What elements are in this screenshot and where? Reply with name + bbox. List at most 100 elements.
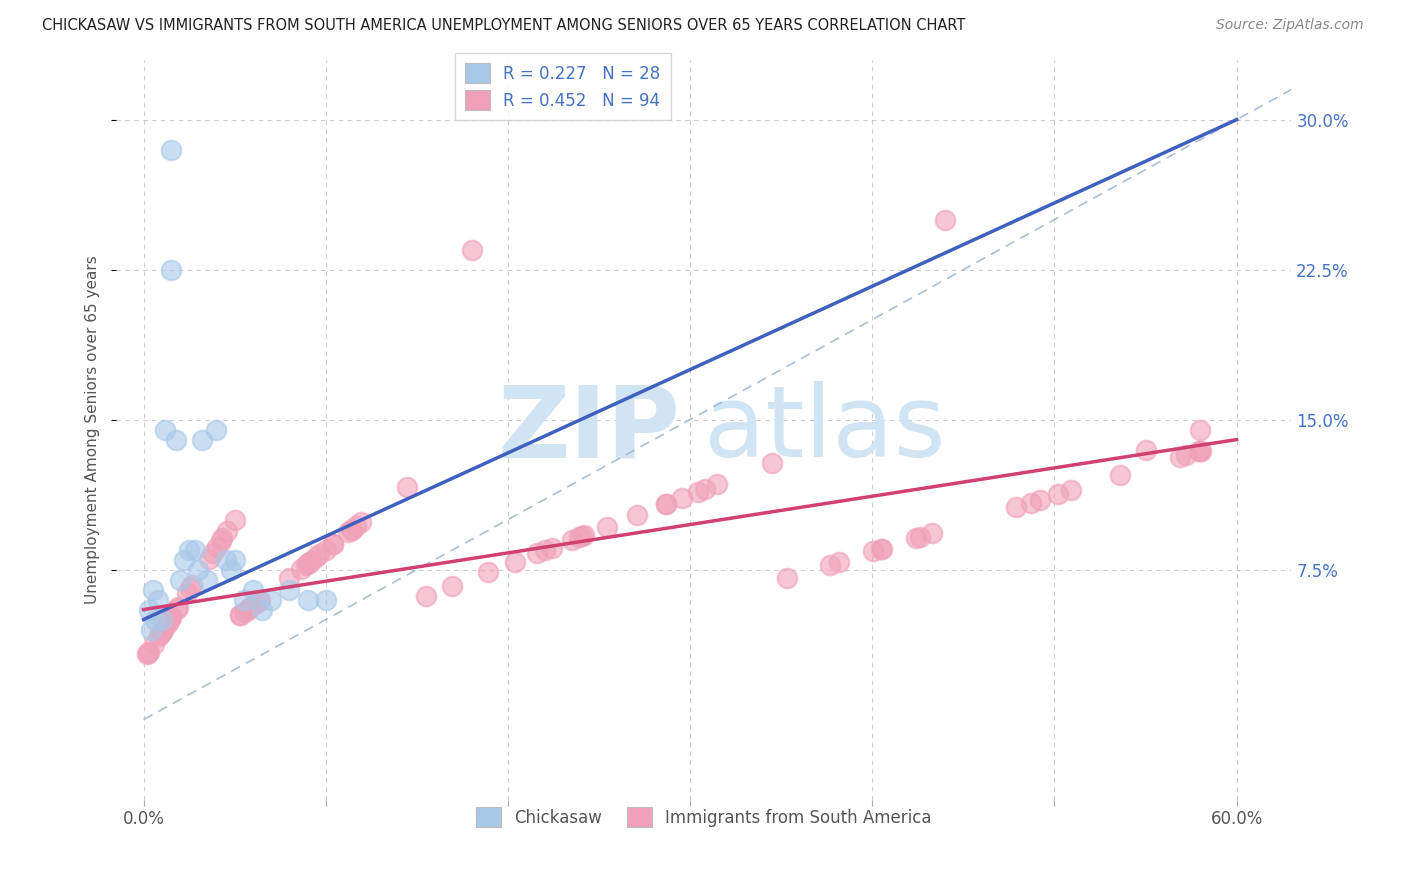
Point <box>166 602 188 616</box>
Point <box>477 565 499 579</box>
Point <box>149 627 172 641</box>
Point <box>150 624 173 639</box>
Point <box>176 586 198 600</box>
Point <box>138 602 160 616</box>
Point <box>238 601 260 615</box>
Point <box>155 423 177 437</box>
Point <box>195 573 218 587</box>
Point <box>337 525 360 540</box>
Point <box>160 262 183 277</box>
Point <box>138 645 160 659</box>
Point <box>671 491 693 505</box>
Point <box>862 544 884 558</box>
Point <box>1188 444 1211 458</box>
Point <box>322 537 344 551</box>
Point <box>776 571 799 585</box>
Point <box>136 647 159 661</box>
Point <box>595 519 617 533</box>
Point <box>139 623 162 637</box>
Point <box>305 550 328 565</box>
Point <box>173 552 195 566</box>
Point <box>142 637 165 651</box>
Point <box>1029 492 1052 507</box>
Point <box>415 589 437 603</box>
Text: CHICKASAW VS IMMIGRANTS FROM SOUTH AMERICA UNEMPLOYMENT AMONG SENIORS OVER 65 YE: CHICKASAW VS IMMIGRANTS FROM SOUTH AMERI… <box>42 18 966 33</box>
Point <box>761 456 783 470</box>
Point <box>166 600 188 615</box>
Text: Source: ZipAtlas.com: Source: ZipAtlas.com <box>1216 18 1364 32</box>
Point <box>229 608 252 623</box>
Point <box>179 581 201 595</box>
Point <box>441 579 464 593</box>
Point <box>1189 443 1212 458</box>
Point <box>295 558 318 572</box>
Point <box>574 528 596 542</box>
Point <box>908 530 931 544</box>
Point <box>1168 450 1191 464</box>
Point <box>298 556 321 570</box>
Point <box>503 555 526 569</box>
Point <box>561 533 583 547</box>
Point <box>242 582 264 597</box>
Point <box>250 602 273 616</box>
Point <box>568 530 591 544</box>
Point <box>350 515 373 529</box>
Point <box>297 556 319 570</box>
Point <box>243 597 266 611</box>
Point <box>148 629 170 643</box>
Point <box>156 615 179 630</box>
Point <box>934 212 956 227</box>
Point <box>205 540 228 554</box>
Point <box>191 433 214 447</box>
Point <box>260 592 283 607</box>
Point <box>160 609 183 624</box>
Point <box>211 532 233 546</box>
Point <box>626 508 648 522</box>
Point <box>340 523 363 537</box>
Point <box>278 571 301 585</box>
Point <box>299 554 322 568</box>
Point <box>1189 423 1212 437</box>
Point <box>214 552 236 566</box>
Point <box>655 497 678 511</box>
Point <box>460 243 482 257</box>
Point <box>180 578 202 592</box>
Point <box>818 558 841 572</box>
Point <box>344 519 367 533</box>
Point <box>315 592 337 607</box>
Point <box>290 561 312 575</box>
Point <box>224 513 246 527</box>
Point <box>1005 500 1028 515</box>
Point <box>146 592 169 607</box>
Point <box>706 477 728 491</box>
Point <box>297 592 319 607</box>
Legend: Chickasaw, Immigrants from South America: Chickasaw, Immigrants from South America <box>467 798 941 836</box>
Point <box>541 541 564 555</box>
Point <box>179 542 201 557</box>
Point <box>198 552 221 566</box>
Text: atlas: atlas <box>704 381 945 478</box>
Point <box>155 617 177 632</box>
Point <box>1108 468 1130 483</box>
Point <box>395 480 418 494</box>
Point <box>686 484 709 499</box>
Point <box>157 614 180 628</box>
Point <box>217 524 239 538</box>
Point <box>233 605 256 619</box>
Point <box>526 546 548 560</box>
Point <box>870 541 893 556</box>
Point <box>169 573 191 587</box>
Point <box>870 541 893 556</box>
Point <box>308 548 330 562</box>
Point <box>224 552 246 566</box>
Point <box>247 594 270 608</box>
Point <box>322 537 344 551</box>
Point <box>160 610 183 624</box>
Point <box>1047 487 1070 501</box>
Point <box>1060 483 1083 498</box>
Point <box>136 646 159 660</box>
Point <box>571 529 593 543</box>
Point <box>695 482 717 496</box>
Point <box>1019 496 1042 510</box>
Point <box>1189 443 1212 458</box>
